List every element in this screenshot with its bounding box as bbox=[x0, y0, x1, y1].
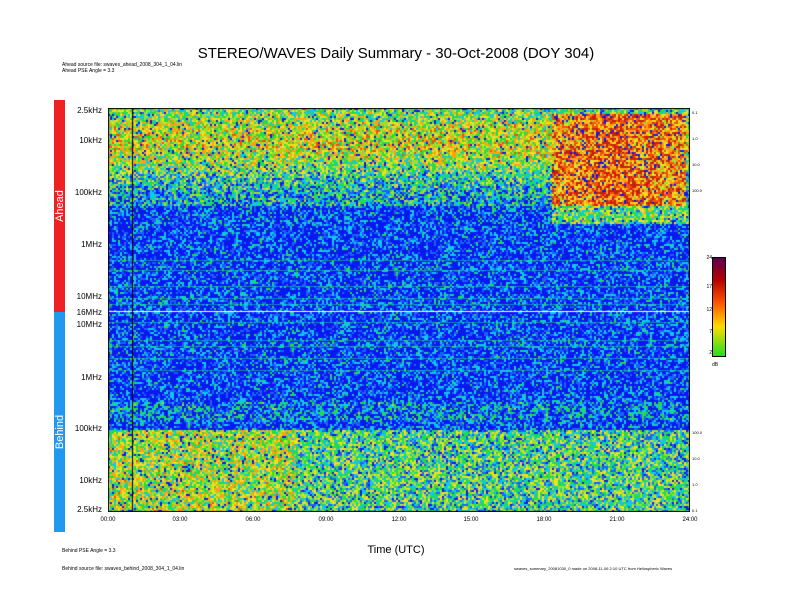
x-tick: 12:00 bbox=[391, 517, 407, 523]
freq-tick: 2.5kHz bbox=[77, 106, 102, 115]
right-tick: 100.0 bbox=[692, 430, 703, 435]
freq-tick: 10MHz bbox=[76, 320, 102, 329]
colorbar-tick: 7 bbox=[709, 329, 712, 335]
right-tick: 1.0 bbox=[692, 136, 698, 141]
behind-bar bbox=[54, 312, 65, 532]
freq-tick: 10kHz bbox=[79, 476, 102, 485]
colorbar-tick: 12 bbox=[706, 307, 712, 313]
behind-source-file: Behind source file: swaves_behind_2008_3… bbox=[62, 566, 185, 572]
right-tick: 0.1 bbox=[692, 508, 698, 513]
ahead-source-file: Ahead source file: swaves_ahead_2008_304… bbox=[62, 62, 183, 68]
freq-tick: 100kHz bbox=[74, 188, 102, 197]
colorbar-tick: 17 bbox=[706, 284, 712, 290]
freq-tick: 100kHz bbox=[74, 424, 102, 433]
right-tick: 10.0 bbox=[692, 162, 700, 167]
x-tick: 09:00 bbox=[318, 517, 334, 523]
right-tick: 1.0 bbox=[692, 482, 698, 487]
colorbar-tick: 24 bbox=[706, 255, 712, 261]
right-tick: 100.0 bbox=[692, 188, 703, 193]
x-tick: 24:00 bbox=[682, 517, 698, 523]
freq-tick: 16MHz bbox=[76, 308, 102, 317]
behind-pse-angle: Behind PSE Angle = 3.3 bbox=[62, 548, 116, 554]
freq-tick: 10MHz bbox=[76, 292, 102, 301]
x-tick: 00:00 bbox=[100, 517, 116, 523]
spectrogram-plot bbox=[108, 108, 690, 512]
ahead-label: Ahead bbox=[54, 190, 66, 222]
x-tick: 18:00 bbox=[536, 517, 552, 523]
ahead-bar bbox=[54, 100, 65, 312]
x-tick: 03:00 bbox=[172, 517, 188, 523]
x-tick: 06:00 bbox=[245, 517, 261, 523]
page-title: STEREO/WAVES Daily Summary - 30-Oct-2008… bbox=[197, 45, 595, 62]
x-tick: 21:00 bbox=[609, 517, 625, 523]
colorbar bbox=[712, 257, 726, 357]
colorbar-tick: 2 bbox=[709, 350, 712, 356]
freq-tick: 2.5kHz bbox=[77, 505, 102, 514]
freq-tick: 10kHz bbox=[79, 136, 102, 145]
ahead-pse-angle: Ahead PSE Angle = 3.3 bbox=[62, 68, 115, 74]
right-tick: 0.1 bbox=[692, 110, 698, 115]
generation-note: swaves_summary_20081030_0 made on 2008-1… bbox=[514, 566, 673, 571]
freq-tick: 1MHz bbox=[81, 373, 102, 382]
x-tick: 15:00 bbox=[463, 517, 479, 523]
right-tick: 10.0 bbox=[692, 456, 700, 461]
colorbar-unit: dB bbox=[712, 362, 719, 368]
freq-tick: 1MHz bbox=[81, 240, 102, 249]
x-axis-label: Time (UTC) bbox=[367, 544, 425, 556]
